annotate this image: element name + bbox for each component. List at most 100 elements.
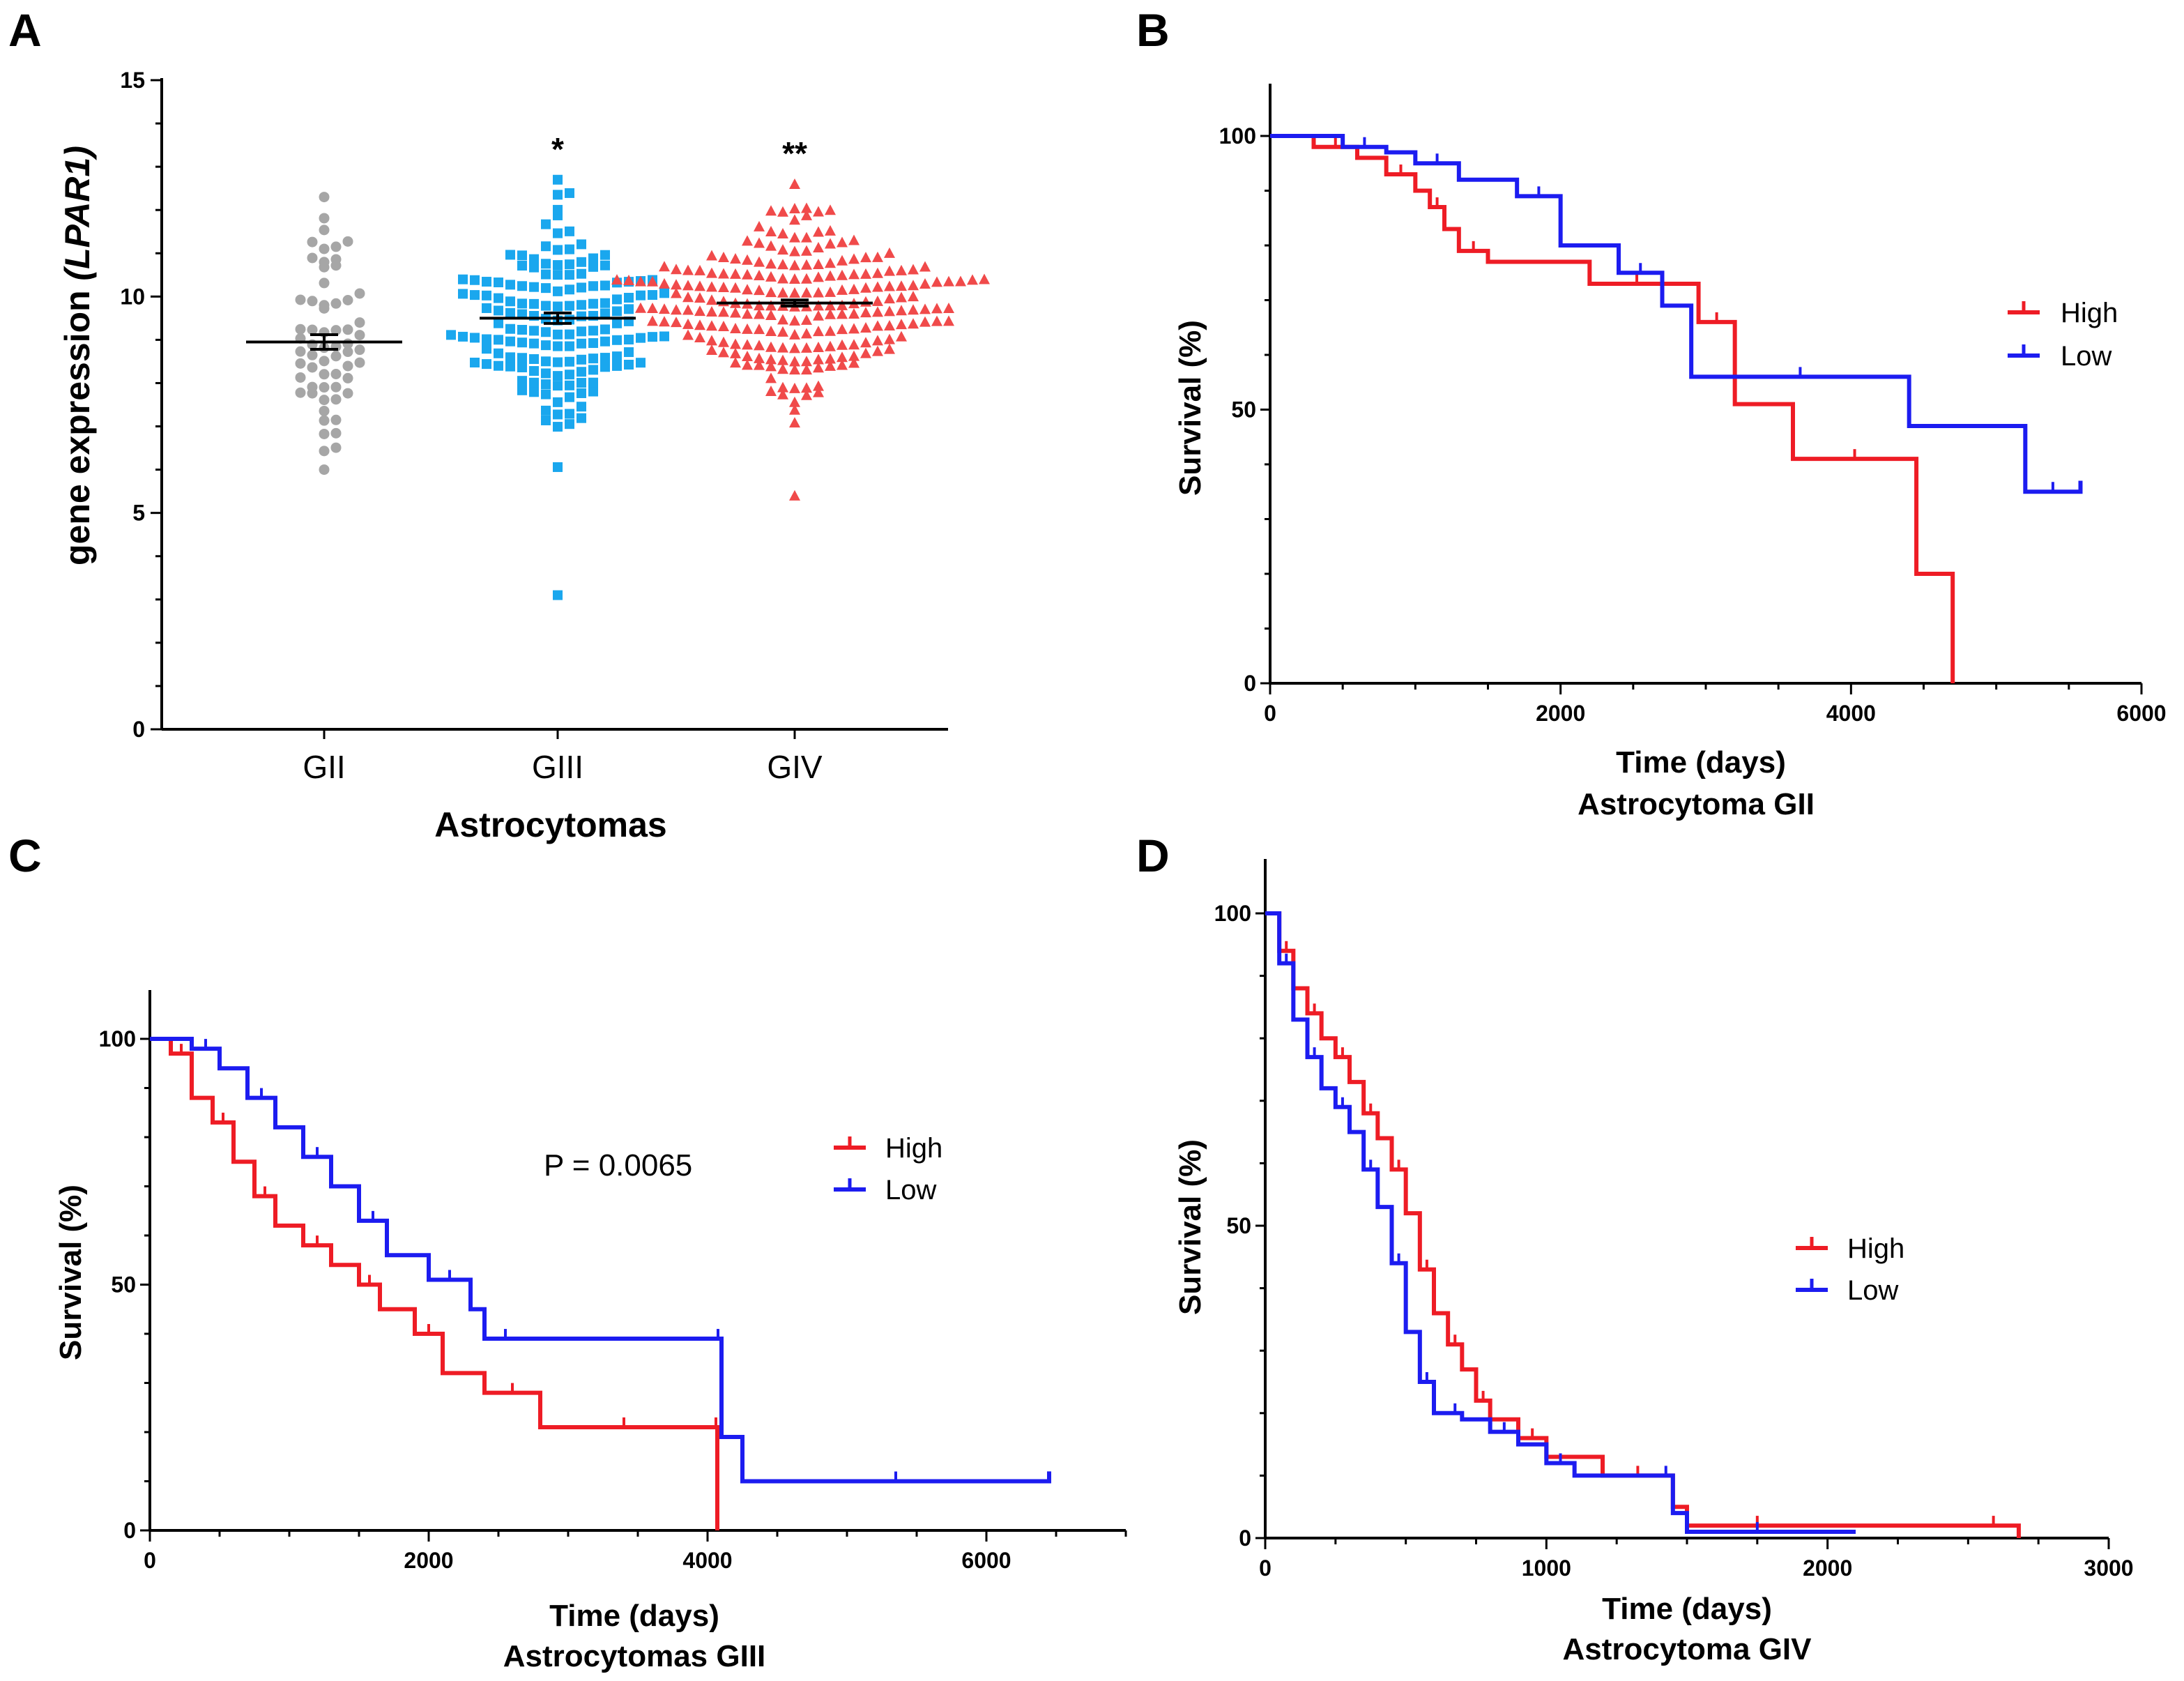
data-point-giv xyxy=(718,282,729,293)
data-point-giii xyxy=(624,293,634,303)
legend-low-label: Low xyxy=(885,1175,936,1205)
data-point-giii xyxy=(482,303,491,313)
data-point-giv xyxy=(765,360,777,372)
data-point-giii xyxy=(505,324,515,334)
data-point-giii xyxy=(529,254,539,264)
data-point-giv xyxy=(813,310,824,321)
legend-high-label: High xyxy=(885,1133,942,1164)
data-point-giii xyxy=(505,336,515,347)
data-point-giv xyxy=(825,286,836,297)
panel-d-letter: D xyxy=(1136,830,1170,881)
data-point-giii xyxy=(482,277,491,287)
data-point-giv xyxy=(896,330,907,342)
data-point-giv xyxy=(801,259,812,270)
data-point-giii xyxy=(505,280,515,290)
data-point-giii xyxy=(565,409,574,419)
data-point-gii xyxy=(319,464,330,476)
data-point-gii xyxy=(295,294,306,305)
data-point-giv xyxy=(718,268,729,279)
data-point-gii xyxy=(330,427,342,439)
data-point-giv xyxy=(896,305,907,316)
data-point-giii xyxy=(517,324,527,335)
data-point-giv xyxy=(919,316,931,327)
data-point-giii xyxy=(505,361,515,372)
data-point-giv xyxy=(860,252,871,263)
survival-curve-low xyxy=(150,1037,1051,1484)
panel-b-y-axis-title: Survival (%) xyxy=(1173,320,1207,496)
data-point-giii xyxy=(529,366,539,376)
data-point-giii xyxy=(470,290,480,301)
data-point-giv xyxy=(730,338,741,349)
data-point-giv xyxy=(872,306,883,317)
data-point-gii xyxy=(330,442,342,453)
data-point-giv xyxy=(777,273,788,284)
data-point-giii xyxy=(588,298,598,309)
survival-curve-high xyxy=(1265,911,2021,1538)
data-point-giv xyxy=(742,351,753,362)
data-point-giii xyxy=(659,288,669,298)
data-point-giv xyxy=(742,308,753,319)
data-point-giii xyxy=(565,419,574,429)
data-point-giv xyxy=(801,328,812,339)
data-point-gii xyxy=(342,372,353,383)
panel-d-chart-title: Astrocytoma GIV xyxy=(1563,1632,1812,1666)
data-point-giii xyxy=(470,358,480,368)
data-point-giv xyxy=(754,284,765,296)
data-point-giv xyxy=(872,251,883,262)
data-point-giii xyxy=(576,268,586,279)
y-tick-label: 100 xyxy=(99,1026,136,1051)
data-point-giv xyxy=(706,294,717,305)
data-point-giii xyxy=(517,250,527,261)
data-point-giv xyxy=(848,323,860,334)
data-point-gii xyxy=(354,344,365,356)
data-point-giv xyxy=(813,206,824,217)
data-point-giii xyxy=(588,261,598,272)
data-point-giv xyxy=(682,291,694,303)
data-point-giii xyxy=(576,413,586,423)
data-point-giv xyxy=(848,307,860,319)
p-value-annotation: P = 0.0065 xyxy=(544,1148,692,1182)
data-point-giii xyxy=(588,353,598,364)
data-point-giv xyxy=(754,340,765,351)
data-point-giv xyxy=(896,280,907,291)
data-point-giii xyxy=(576,402,586,412)
data-point-giv xyxy=(872,335,883,346)
y-tick-label: 0 xyxy=(132,717,145,742)
data-point-gii xyxy=(330,325,342,336)
y-tick-label: 50 xyxy=(111,1272,136,1298)
x-tick-label: 1000 xyxy=(1522,1556,1571,1581)
x-tick-label: 6000 xyxy=(961,1548,1011,1573)
data-point-giv xyxy=(860,337,871,348)
data-point-giv xyxy=(718,347,729,358)
data-point-gii xyxy=(354,288,365,299)
data-point-giii xyxy=(565,380,574,390)
data-point-giv xyxy=(848,268,860,280)
data-point-giv xyxy=(789,259,800,271)
data-point-giii xyxy=(600,336,610,347)
data-point-giv xyxy=(848,283,860,294)
data-point-giv xyxy=(777,206,788,217)
data-point-giii xyxy=(636,333,646,343)
data-point-giv xyxy=(860,268,871,279)
data-point-giii xyxy=(588,281,598,291)
data-point-gii xyxy=(342,294,353,305)
data-point-giii xyxy=(600,298,610,308)
data-point-giii xyxy=(529,282,539,292)
data-point-giii xyxy=(565,392,574,402)
data-point-giv xyxy=(801,202,812,213)
data-point-giii xyxy=(600,260,610,271)
panel-a-y-axis-title-main: gene expression xyxy=(58,281,97,566)
data-point-giii xyxy=(648,290,657,301)
data-point-giv xyxy=(706,281,717,292)
x-tick-label: 6000 xyxy=(2116,701,2166,726)
data-point-gii xyxy=(307,252,318,264)
data-point-giii xyxy=(541,415,551,425)
data-point-giii xyxy=(565,188,574,198)
data-point-giv xyxy=(671,304,682,315)
data-point-giv xyxy=(931,315,942,326)
data-point-giv xyxy=(765,372,777,383)
data-point-giv xyxy=(931,276,942,287)
data-point-giv xyxy=(765,226,777,237)
data-point-giv xyxy=(647,303,658,314)
data-point-giv xyxy=(825,257,836,268)
